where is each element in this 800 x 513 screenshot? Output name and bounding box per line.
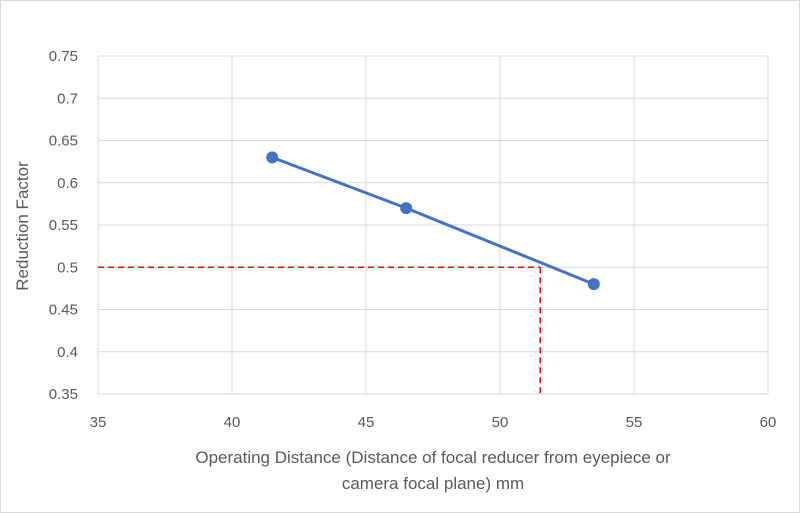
y-tick-label: 0.45 bbox=[49, 302, 78, 319]
gridlines bbox=[97, 55, 769, 395]
x-tick-label: 60 bbox=[760, 414, 777, 431]
y-tick-label: 0.35 bbox=[49, 386, 78, 403]
y-tick-labels: 0.35 0.4 0.45 0.5 0.55 0.6 0.65 0.7 0.75 bbox=[49, 48, 78, 403]
y-tick-label: 0.55 bbox=[49, 217, 78, 234]
x-tick-label: 50 bbox=[492, 414, 509, 431]
y-tick-label: 0.7 bbox=[57, 90, 78, 107]
reference-lines bbox=[98, 266, 541, 394]
y-tick-label: 0.6 bbox=[57, 175, 78, 192]
x-axis-title-line-2: camera focal plane) mm bbox=[342, 474, 524, 493]
y-tick-label: 0.65 bbox=[49, 133, 78, 150]
x-tick-label: 45 bbox=[358, 414, 375, 431]
y-tick-label: 0.5 bbox=[57, 259, 78, 276]
x-tick-label: 55 bbox=[626, 414, 643, 431]
data-point bbox=[587, 278, 600, 291]
y-tick-label: 0.75 bbox=[49, 48, 78, 65]
x-tick-labels: 35 40 45 50 55 60 bbox=[90, 414, 777, 431]
data-point bbox=[400, 202, 413, 215]
y-tick-label: 0.4 bbox=[57, 344, 78, 361]
series-1 bbox=[266, 151, 600, 291]
y-axis-title: Reduction Factor bbox=[13, 161, 32, 291]
data-point bbox=[266, 151, 279, 164]
x-tick-label: 40 bbox=[224, 414, 241, 431]
series-line bbox=[271, 155, 595, 286]
x-axis-title-line-1: Operating Distance (Distance of focal re… bbox=[195, 448, 671, 467]
x-tick-label: 35 bbox=[90, 414, 107, 431]
